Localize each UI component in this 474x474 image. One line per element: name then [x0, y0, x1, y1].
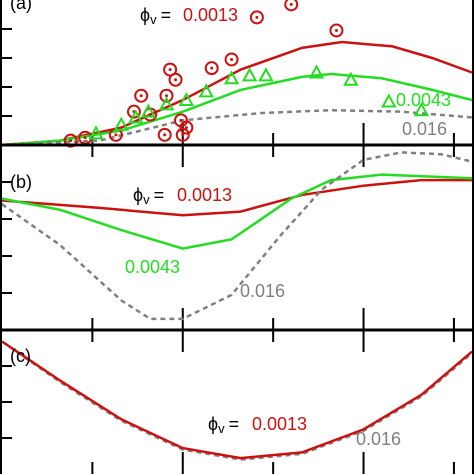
- data-point: [204, 61, 219, 76]
- panel-label: (a): [10, 0, 32, 13]
- data-point: [224, 52, 239, 67]
- phi-symbol: ϕ: [140, 5, 150, 25]
- series-label: 0.0013: [177, 185, 232, 205]
- series-label: 0.0043: [396, 90, 451, 110]
- data-point: [140, 103, 157, 118]
- phi-label: ϕv =: [133, 185, 164, 208]
- data-point-center: [139, 94, 143, 98]
- series-label: 0.016: [240, 281, 285, 301]
- data-point: [198, 83, 214, 98]
- phi-subscript: v: [143, 192, 150, 207]
- data-point: [158, 96, 175, 111]
- data-point-center: [230, 57, 234, 61]
- data-point-center: [181, 133, 185, 137]
- data-point: [343, 71, 359, 86]
- phi-label: ϕv =: [140, 5, 171, 28]
- series-label: 0.0013: [183, 5, 238, 25]
- data-point: [168, 72, 183, 87]
- data-point-center: [174, 78, 178, 82]
- data-point-center: [165, 94, 168, 98]
- data-point-center: [255, 15, 259, 19]
- phi-label: ϕv =: [208, 414, 239, 437]
- curve: [1, 340, 473, 460]
- panel-label: (b): [10, 172, 32, 192]
- data-point-center: [168, 68, 172, 72]
- curve: [1, 340, 473, 461]
- phi-equals: =: [154, 185, 165, 205]
- data-point: [63, 133, 78, 148]
- curve: [1, 151, 473, 321]
- phi-equals: =: [161, 5, 172, 25]
- data-point: [126, 104, 141, 119]
- data-point: [258, 67, 274, 82]
- data-point-center: [163, 133, 167, 137]
- data-point-center: [334, 28, 338, 32]
- data-point-center: [289, 2, 293, 6]
- data-point: [128, 109, 144, 124]
- data-point: [381, 93, 397, 108]
- series-label: 0.016: [356, 429, 401, 449]
- data-point-center: [69, 139, 73, 143]
- data-point: [175, 127, 190, 142]
- data-point-center: [184, 126, 188, 130]
- data-point: [159, 88, 174, 103]
- data-point: [178, 91, 195, 107]
- data-point: [249, 10, 264, 25]
- data-point: [113, 116, 129, 131]
- data-point: [88, 125, 104, 140]
- phi-symbol: ϕ: [133, 185, 143, 205]
- data-point: [223, 70, 240, 85]
- data-point: [134, 88, 149, 103]
- data-point: [157, 127, 172, 142]
- panel-label: (c): [10, 346, 31, 366]
- series-label: 0.0013: [252, 414, 307, 434]
- phi-subscript: v: [150, 12, 157, 27]
- series-label: 0.0043: [125, 257, 180, 277]
- data-point: [308, 64, 325, 79]
- data-point-center: [83, 136, 87, 140]
- data-point: [179, 120, 194, 135]
- series-label: 0.016: [402, 119, 447, 139]
- data-point: [329, 23, 344, 38]
- phi-symbol: ϕ: [208, 414, 218, 434]
- data-point-center: [179, 118, 183, 122]
- curve: [1, 173, 473, 250]
- curve: [1, 108, 473, 147]
- data-point: [241, 67, 258, 82]
- phi-subscript: v: [218, 421, 225, 436]
- curve: [1, 178, 472, 217]
- data-point-center: [148, 113, 152, 117]
- data-point-center: [114, 133, 118, 137]
- data-point: [284, 0, 299, 12]
- data-point: [413, 102, 430, 117]
- data-point-center: [210, 66, 214, 70]
- phi-equals: =: [229, 414, 240, 434]
